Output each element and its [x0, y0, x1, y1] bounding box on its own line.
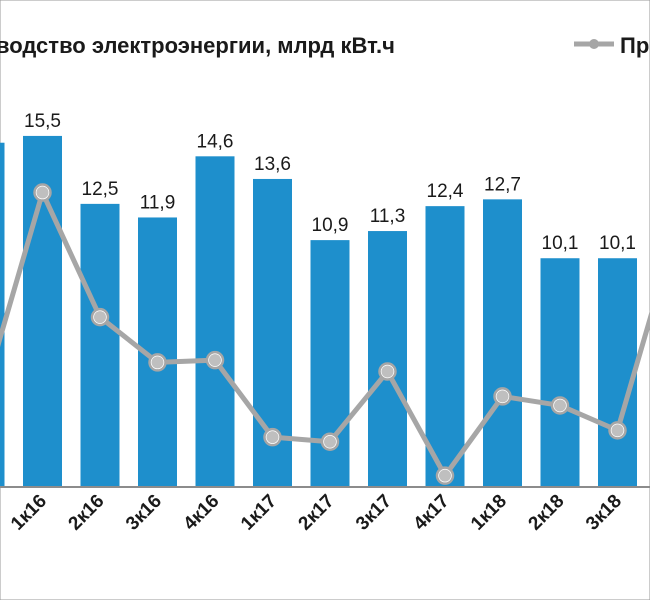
chart-title: водство электроэнергии, млрд кВт.ч: [0, 33, 395, 58]
bar-1к18: [483, 199, 522, 487]
line-point-fill-3к17: [381, 365, 394, 378]
bar-4к16: [195, 156, 235, 487]
line-point-fill-4к16: [209, 354, 221, 367]
data-label-3к18: 10,1: [599, 233, 636, 254]
bar-4к15: [0, 142, 5, 487]
legend-label: Пр: [620, 33, 649, 58]
bar-3к18: [598, 258, 637, 487]
legend-dot-marker: [589, 39, 599, 49]
data-labels-layer: 215,512,511,914,613,610,911,312,412,710,…: [24, 111, 636, 254]
data-label-2к18: 10,1: [542, 233, 579, 254]
data-label-1к16: 15,5: [24, 111, 61, 132]
data-label-2к16: 12,5: [82, 179, 119, 200]
data-label-1к18: 12,7: [484, 174, 521, 195]
line-point-fill-1к17: [266, 431, 279, 444]
data-label-3к16: 11,9: [140, 192, 176, 213]
line-series-layer: [0, 183, 650, 485]
line-point-fill-1к16: [36, 186, 49, 199]
bar-4к17: [425, 206, 465, 487]
legend: Пр: [574, 33, 649, 58]
line-point-fill-2к16: [94, 311, 106, 324]
bar-3к17: [368, 231, 407, 487]
bar-2к18: [540, 258, 580, 487]
data-label-2к17: 10,9: [312, 215, 349, 236]
line-point-fill-4к17: [439, 469, 451, 482]
data-label-3к17: 11,3: [370, 206, 406, 227]
line-point-fill-2к17: [324, 435, 336, 448]
line-point-fill-3к18: [611, 424, 624, 437]
bar-2к16: [80, 203, 120, 487]
data-label-1к17: 13,6: [254, 154, 291, 175]
line-point-fill-3к16: [151, 356, 164, 369]
line-point-fill-1к18: [496, 390, 509, 403]
data-label-4к16: 14,6: [197, 131, 234, 152]
line-point-fill-2к18: [554, 399, 566, 412]
data-label-4к17: 12,4: [427, 181, 464, 202]
